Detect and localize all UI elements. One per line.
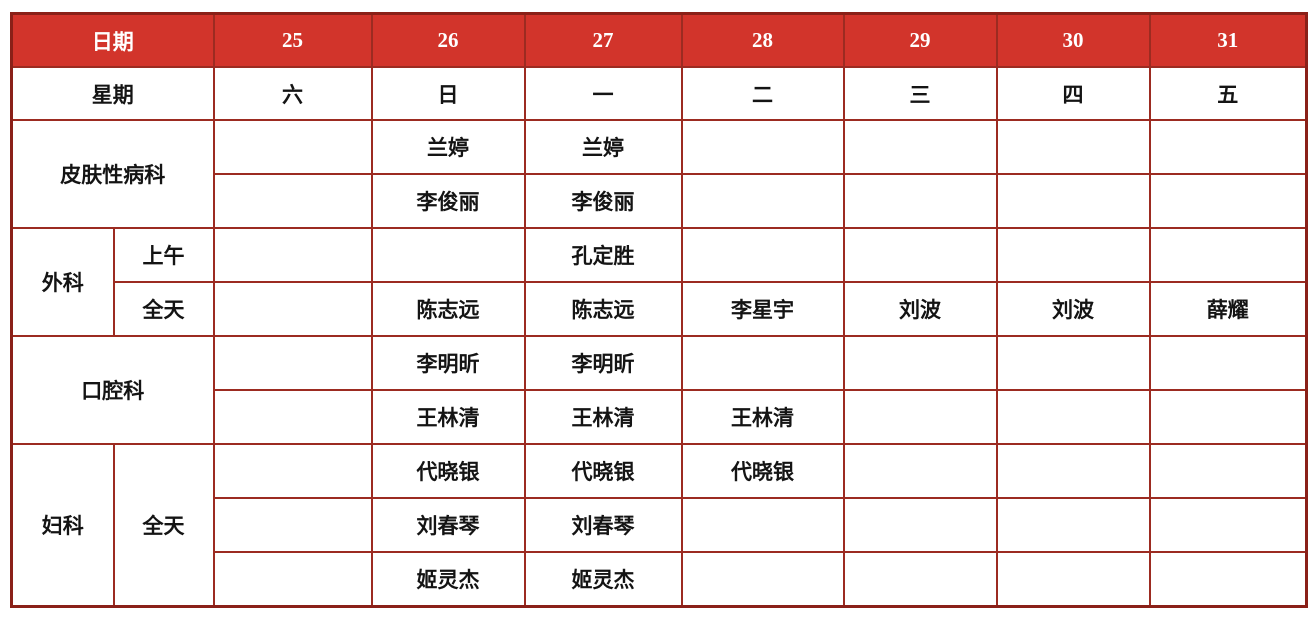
schedule-cell [995, 227, 1151, 283]
schedule-cell: 刘波 [842, 281, 998, 337]
weekday-cell: 六 [212, 66, 373, 121]
schedule-cell [1148, 119, 1308, 175]
surgery-row-morning: 外科 上午 孔定胜 [10, 227, 1308, 337]
date-header-cell: 25 [212, 12, 373, 68]
dept-gynecology-cell: 妇科 [10, 443, 115, 608]
schedule-cell: 王林清 [523, 389, 683, 445]
date-header-cell: 29 [842, 12, 998, 68]
schedule-cell [995, 497, 1151, 553]
weekday-row: 星期 六 日 一 二 三 四 五 [10, 66, 1308, 121]
schedule-cell [212, 551, 373, 608]
schedule-cell [680, 227, 845, 283]
schedule-cell: 王林清 [680, 389, 845, 445]
schedule-cell [995, 551, 1151, 608]
schedule-cell [680, 551, 845, 608]
schedule-cell [680, 497, 845, 553]
surgery-row-fullday: 全天 陈志远 陈志远 李星宇 刘波 刘波 薛耀 [12, 281, 1308, 337]
schedule-cell: 李俊丽 [370, 173, 526, 229]
schedule-cell [212, 281, 373, 337]
date-header-cell: 28 [680, 12, 845, 68]
schedule-cell: 兰婷 [523, 119, 683, 175]
schedule-cell: 刘春琴 [523, 497, 683, 553]
schedule-cell: 代晓银 [680, 443, 845, 499]
schedule-cell: 刘波 [995, 281, 1151, 337]
schedule-cell: 代晓银 [370, 443, 526, 499]
gynecology-row-3: 姬灵杰 姬灵杰 [12, 551, 1308, 608]
dental-row-2: 王林清 王林清 王林清 [12, 389, 1308, 445]
schedule-cell [1148, 335, 1308, 391]
schedule-cell [680, 335, 845, 391]
schedule-cell: 李明昕 [523, 335, 683, 391]
shift-fullday-cell: 全天 [112, 281, 215, 337]
schedule-cell: 李明昕 [370, 335, 526, 391]
schedule-cell [995, 389, 1151, 445]
date-header-row: 日期 25 26 27 28 29 30 31 [10, 12, 1308, 68]
weekday-cell: 二 [680, 66, 845, 121]
schedule-cell: 兰婷 [370, 119, 526, 175]
weekday-cell: 四 [995, 66, 1151, 121]
schedule-cell [842, 389, 998, 445]
schedule-cell [370, 227, 526, 283]
weekday-label: 星期 [10, 66, 215, 121]
schedule-cell: 李俊丽 [523, 173, 683, 229]
shift-morning-cell: 上午 [112, 227, 215, 283]
schedule-cell: 姬灵杰 [523, 551, 683, 608]
dept-dermatology-cell: 皮肤性病科 [10, 119, 215, 229]
schedule-cell [842, 227, 998, 283]
date-header-cell: 26 [370, 12, 526, 68]
schedule-cell: 代晓银 [523, 443, 683, 499]
schedule-cell [212, 227, 373, 283]
schedule-cell [212, 335, 373, 391]
schedule-cell [995, 443, 1151, 499]
schedule-cell: 陈志远 [523, 281, 683, 337]
dermatology-row-1: 皮肤性病科 兰婷 兰婷 [10, 119, 1308, 229]
weekday-cell: 日 [370, 66, 526, 121]
schedule-cell: 王林清 [370, 389, 526, 445]
date-header-label: 日期 [10, 12, 215, 68]
dermatology-row-2: 李俊丽 李俊丽 [12, 173, 1308, 229]
dept-surgery-cell: 外科 [10, 227, 115, 337]
schedule-cell [995, 119, 1151, 175]
schedule-cell [1148, 551, 1308, 608]
schedule-cell [842, 443, 998, 499]
schedule-cell [842, 173, 998, 229]
schedule-cell: 孔定胜 [523, 227, 683, 283]
schedule-cell: 姬灵杰 [370, 551, 526, 608]
schedule-cell [995, 335, 1151, 391]
schedule-cell [1148, 443, 1308, 499]
weekday-cell: 三 [842, 66, 998, 121]
schedule-cell [842, 335, 998, 391]
schedule-cell: 陈志远 [370, 281, 526, 337]
schedule-cell [842, 551, 998, 608]
schedule-cell [212, 389, 373, 445]
schedule-cell [1148, 389, 1308, 445]
schedule-cell [1148, 173, 1308, 229]
schedule-cell [1148, 227, 1308, 283]
date-header-cell: 30 [995, 12, 1151, 68]
date-header-cell: 31 [1148, 12, 1308, 68]
date-header-cell: 27 [523, 12, 683, 68]
schedule-cell [212, 119, 373, 175]
gynecology-row-1: 妇科 全天 代晓银 代晓银 代晓银 [10, 443, 1308, 608]
weekday-cell: 五 [1148, 66, 1308, 121]
schedule-cell [842, 497, 998, 553]
schedule-cell [680, 173, 845, 229]
weekday-cell: 一 [523, 66, 683, 121]
schedule-cell [842, 119, 998, 175]
gynecology-row-2: 刘春琴 刘春琴 [12, 497, 1308, 553]
dental-row-1: 口腔科 李明昕 李明昕 [10, 335, 1308, 445]
schedule-cell: 李星宇 [680, 281, 845, 337]
schedule-cell [212, 173, 373, 229]
schedule-cell [680, 119, 845, 175]
schedule-cell [995, 173, 1151, 229]
schedule-cell: 薛耀 [1148, 281, 1308, 337]
shift-fullday-gyn-cell: 全天 [112, 443, 215, 608]
dept-dental-cell: 口腔科 [10, 335, 215, 445]
schedule-cell: 刘春琴 [370, 497, 526, 553]
schedule-table-container: 日期 25 26 27 28 29 30 31 星期 六 日 一 二 三 四 五… [10, 12, 1308, 608]
schedule-table: 日期 25 26 27 28 29 30 31 星期 六 日 一 二 三 四 五… [10, 12, 1308, 608]
schedule-cell [212, 497, 373, 553]
schedule-cell [212, 443, 373, 499]
schedule-cell [1148, 497, 1308, 553]
